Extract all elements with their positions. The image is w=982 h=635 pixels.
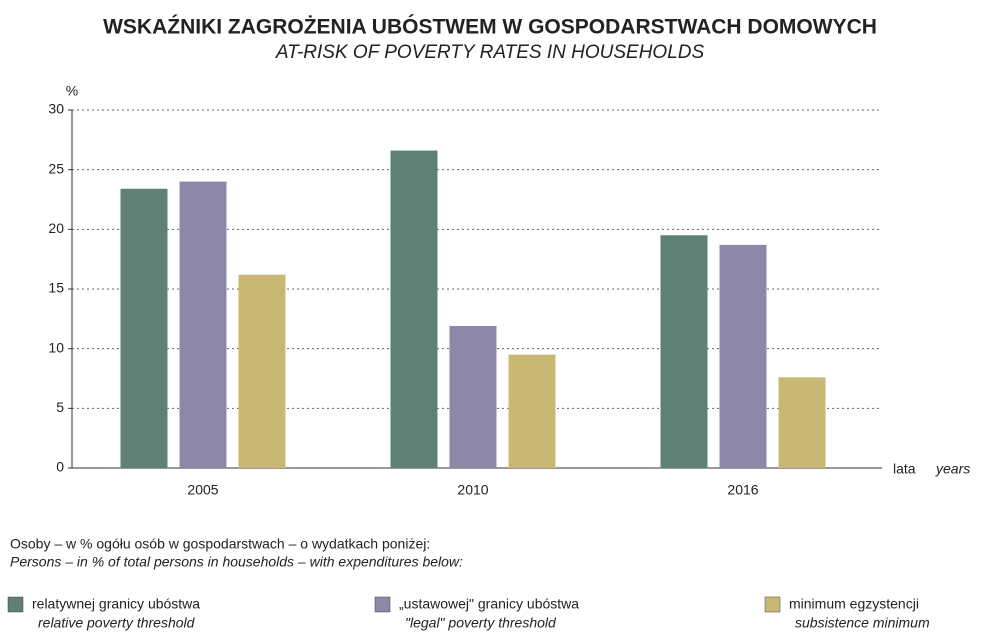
bar (390, 150, 438, 468)
bar (719, 244, 767, 468)
legend-swatch (7, 596, 24, 613)
legend-label-en: relative poverty threshold (38, 615, 196, 631)
y-tick-label: 20 (48, 220, 64, 236)
chart-title: WSKAŹNIKI ZAGROŻENIA UBÓSTWEM W GOSPODAR… (103, 15, 877, 39)
legend-label: relatywnej granicy ubóstwa (32, 596, 200, 612)
x-axis-label: lata (893, 461, 916, 477)
bar (778, 377, 826, 468)
legend-note-en: Persons – in % of total persons in house… (10, 554, 463, 570)
y-axis-label: % (66, 83, 78, 99)
y-tick-label: 15 (48, 280, 64, 296)
x-tick-label: 2016 (727, 482, 758, 498)
bar (660, 235, 708, 468)
bar (238, 274, 286, 468)
y-tick-label: 30 (48, 101, 64, 117)
legend-swatch (374, 596, 391, 613)
bar (508, 354, 556, 468)
bar (120, 188, 168, 468)
legend-label-en: "legal" poverty threshold (405, 615, 557, 631)
bar (179, 181, 227, 468)
legend-swatch (764, 596, 781, 613)
legend-note: Osoby – w % ogółu osób w gospodarstwach … (10, 536, 430, 552)
legend-label: minimum egzystencji (789, 596, 919, 612)
legend-label: „ustawowej" granicy ubóstwa (399, 596, 579, 612)
legend-label-en: subsistence minimum (795, 615, 930, 631)
y-tick-label: 0 (56, 459, 64, 475)
y-tick-label: 5 (56, 399, 64, 415)
y-tick-label: 25 (48, 160, 64, 176)
chart-subtitle: AT-RISK OF POVERTY RATES IN HOUSEHOLDS (275, 42, 705, 63)
x-axis-label-en: years (935, 461, 970, 477)
bar (449, 325, 497, 468)
y-tick-label: 10 (48, 339, 64, 355)
x-tick-label: 2005 (187, 482, 218, 498)
x-tick-label: 2010 (457, 482, 488, 498)
